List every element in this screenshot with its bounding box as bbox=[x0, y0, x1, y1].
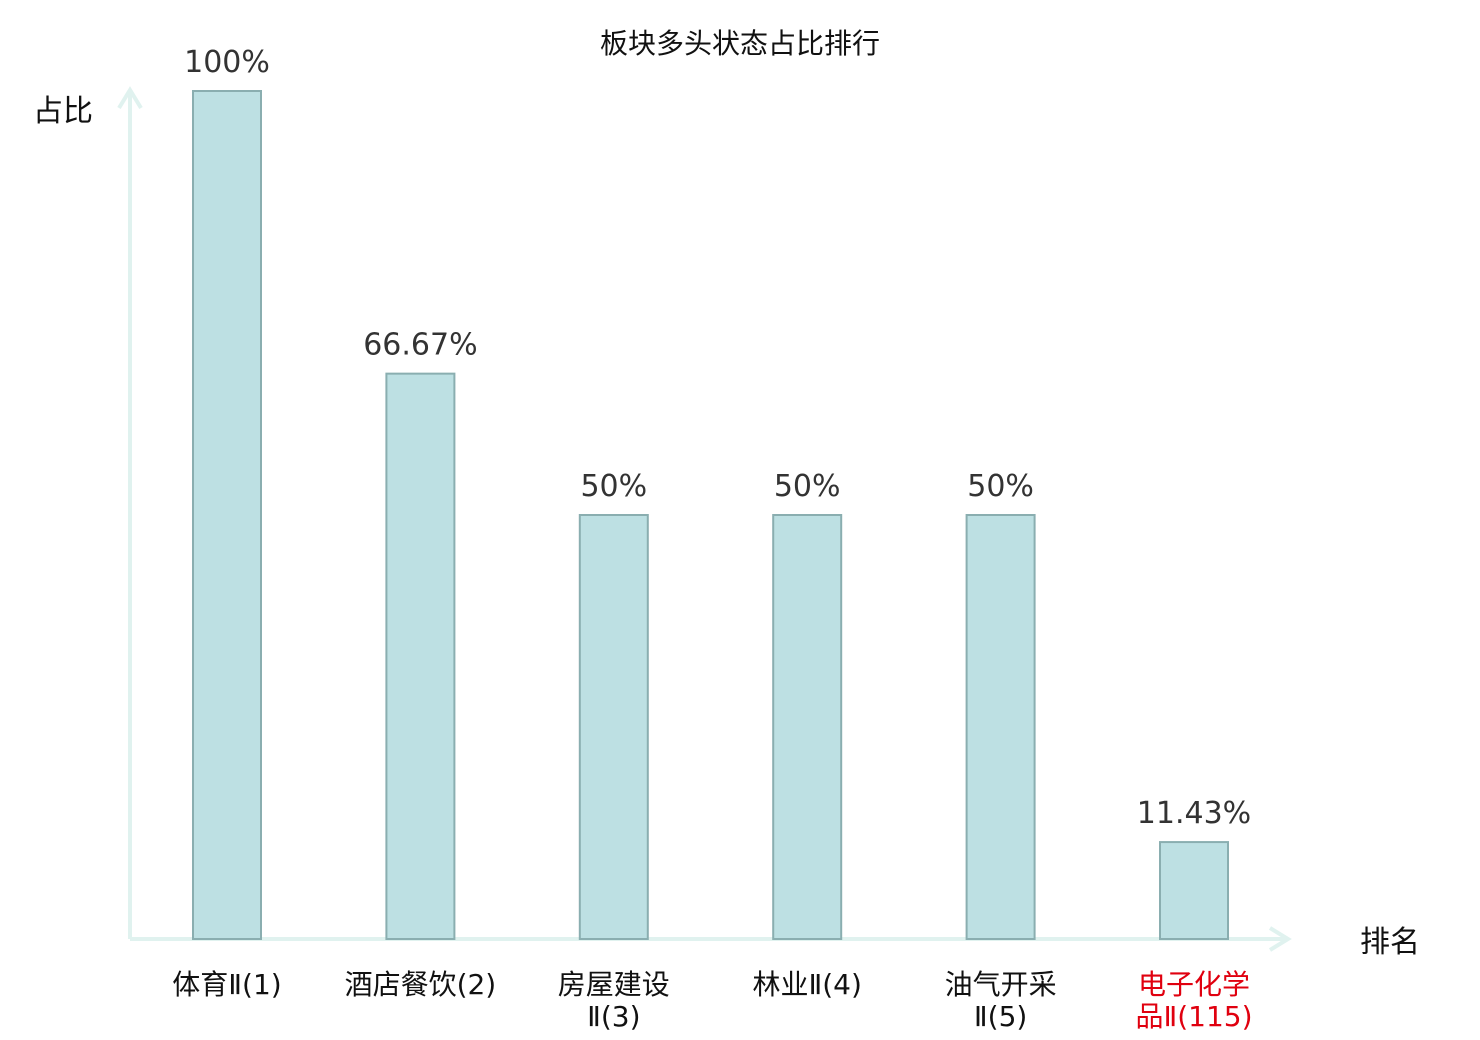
y-axis-arrow bbox=[117, 86, 143, 110]
bar-value-label-6: 11.43% bbox=[1137, 796, 1251, 831]
category-label-5-line-1: 油气开采 bbox=[945, 968, 1057, 1001]
axes bbox=[117, 86, 1292, 952]
category-label-5-line-2: Ⅱ(5) bbox=[974, 1000, 1027, 1033]
value-labels-group: 100% 66.67% 50% 50% 50% 11.43% bbox=[184, 45, 1251, 831]
category-label-3-line-1: 房屋建设 bbox=[558, 968, 670, 1001]
bar-value-label-3: 50% bbox=[580, 469, 647, 504]
bar-value-label-1: 100% bbox=[184, 45, 270, 80]
category-label-3-line-2: Ⅱ(3) bbox=[587, 1000, 640, 1033]
bar-1 bbox=[192, 90, 262, 940]
y-axis-label: 占比 bbox=[33, 94, 93, 129]
bar-5 bbox=[965, 514, 1036, 940]
bar-value-label-5: 50% bbox=[967, 469, 1034, 504]
category-label-2: 酒店餐饮(2) bbox=[345, 968, 497, 1001]
bar-value-label-4: 50% bbox=[774, 469, 841, 504]
category-label-1: 体育Ⅱ(1) bbox=[172, 968, 281, 1001]
chart-title: 板块多头状态占比排行 bbox=[600, 27, 880, 60]
bar-6 bbox=[1159, 841, 1229, 941]
bars-group bbox=[192, 90, 1229, 941]
category-label-6-line-1: 电子化学 bbox=[1138, 968, 1250, 1001]
bar-2 bbox=[385, 372, 456, 940]
bar-4 bbox=[772, 514, 843, 940]
bar-value-label-2: 66.67% bbox=[363, 328, 477, 363]
x-axis-label: 排名 bbox=[1360, 925, 1420, 960]
category-label-4: 林业Ⅱ(4) bbox=[752, 968, 861, 1001]
bar-3 bbox=[578, 514, 649, 940]
category-label-6-line-2: 品Ⅱ(115) bbox=[1135, 1000, 1252, 1033]
x-axis-arrow bbox=[1268, 926, 1292, 952]
